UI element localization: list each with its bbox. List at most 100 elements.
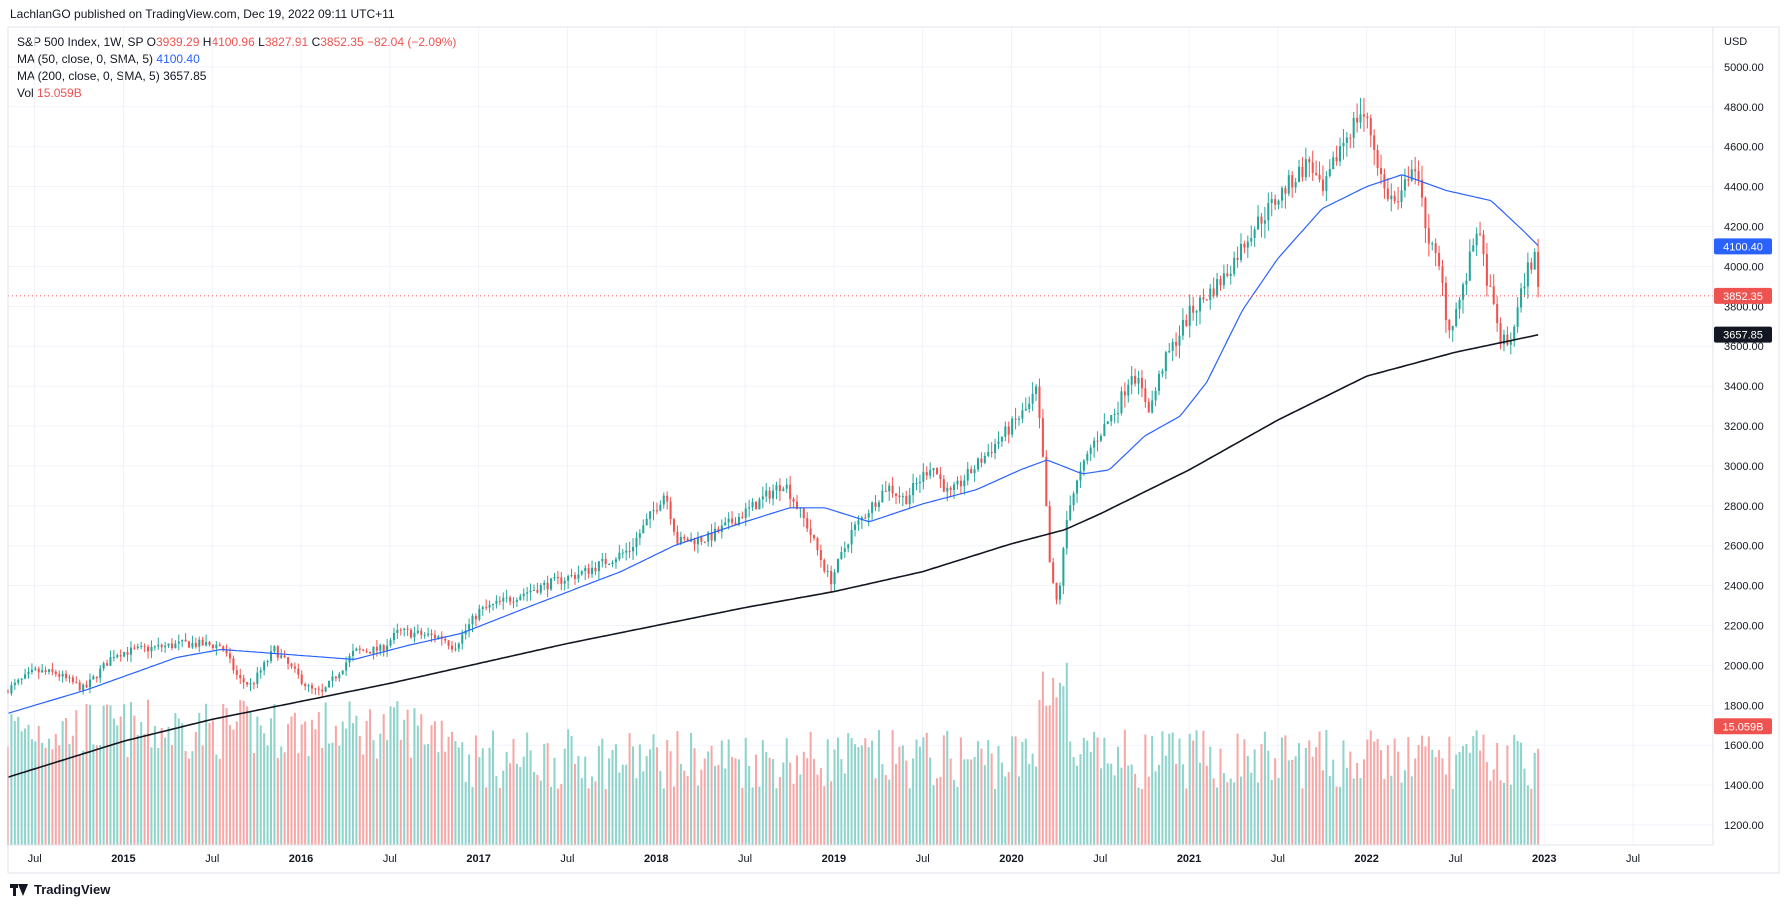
tradingview-footer[interactable]: TradingView	[10, 882, 110, 897]
volume-bar	[464, 781, 467, 845]
volume-bar	[1127, 765, 1130, 845]
candle-body	[464, 630, 467, 635]
volume-bar	[369, 709, 372, 845]
candle-body	[1390, 195, 1393, 200]
candle-body	[929, 470, 932, 476]
volume-bar	[123, 704, 126, 845]
volume-bar	[888, 779, 891, 845]
volume-bar	[713, 766, 717, 845]
volume-bar	[1106, 763, 1109, 845]
candle-body	[136, 646, 139, 649]
candle-body	[126, 652, 129, 655]
close-value: 3852.35	[320, 35, 364, 49]
candle-body	[655, 510, 658, 512]
candle-body	[1024, 408, 1027, 411]
volume-bar	[543, 743, 546, 845]
volume-bar	[106, 704, 109, 845]
candle-body	[1103, 423, 1106, 437]
candle-body	[553, 576, 556, 579]
volume-bar	[608, 758, 611, 845]
volume-bar	[594, 781, 597, 845]
volume-bar	[1229, 778, 1232, 845]
volume-legend[interactable]: Vol 15.059B	[17, 86, 82, 100]
candle-body	[1229, 273, 1232, 277]
volume-bar	[782, 762, 785, 845]
time-tick-label: 2016	[289, 853, 313, 865]
candle-body	[246, 682, 249, 685]
candle-body	[891, 485, 894, 494]
candle-body	[1383, 174, 1386, 189]
volume-bar	[51, 749, 54, 845]
volume-bar	[27, 724, 30, 845]
volume-bar	[1004, 776, 1007, 845]
ohlc-row[interactable]: S&P 500 Index, 1W, SP O3939.29 H4100.96 …	[17, 35, 457, 49]
volume-bar	[785, 738, 788, 845]
volume-bar	[754, 754, 758, 845]
candle-body	[642, 525, 645, 534]
volume-bar	[1533, 752, 1536, 845]
candle-body	[1117, 413, 1120, 415]
candle-body	[894, 493, 898, 496]
candle-body	[1151, 400, 1154, 413]
volume-bar	[1154, 771, 1157, 845]
volume-bar	[34, 741, 37, 845]
candle-body	[355, 648, 358, 651]
candle-body	[1448, 319, 1451, 331]
volume-bar	[1407, 737, 1410, 845]
volume-bar	[249, 712, 252, 845]
candle-body	[519, 596, 522, 601]
candle-body	[481, 607, 484, 610]
volume-bar	[539, 780, 542, 845]
candle-body	[88, 679, 91, 688]
volume-bar	[1144, 734, 1147, 845]
candle-body	[666, 495, 669, 502]
candle-body	[457, 643, 460, 649]
volume-bar	[710, 745, 713, 845]
volume-bar	[1420, 735, 1424, 845]
volume-bar	[112, 718, 115, 845]
volume-bar	[1038, 699, 1041, 845]
volume-bar	[573, 763, 576, 845]
price-axis: 1200.00 1400.00 1600.00 1800.00 2000.00 2200.…	[1724, 62, 1764, 832]
volume-bar	[280, 746, 283, 845]
volume-bar	[833, 749, 836, 845]
candle-body	[652, 510, 655, 512]
candle-body	[881, 490, 884, 503]
candle-body	[1140, 378, 1143, 389]
candle-body	[95, 676, 98, 679]
candle-body	[416, 630, 419, 633]
time-tick-label: Jul	[560, 853, 574, 865]
volume-bar	[1294, 756, 1297, 845]
volume-bar	[471, 786, 474, 845]
volume-bar	[1058, 682, 1061, 845]
volume-bar	[37, 725, 40, 845]
candle-body	[47, 669, 51, 672]
volume-bar	[160, 727, 163, 845]
candle-body	[1216, 279, 1219, 296]
volume-bar	[1216, 787, 1219, 845]
volume-bar	[119, 716, 122, 845]
candle-body	[150, 646, 153, 652]
ma200-line	[7, 334, 1539, 778]
candle-body	[194, 642, 197, 647]
ma50-legend[interactable]: MA (50, close, 0, SMA, 5) 4100.40	[17, 52, 200, 66]
candle-body	[1335, 157, 1338, 162]
volume-bar	[1017, 776, 1021, 845]
candle-body	[1004, 426, 1007, 437]
candle-body	[1376, 149, 1379, 169]
candle-body	[669, 501, 672, 520]
volume-bar	[201, 745, 204, 845]
volume-bar	[871, 740, 874, 845]
volume-bar	[379, 733, 382, 845]
volume-bar	[1301, 788, 1304, 845]
volume-bar	[184, 751, 187, 845]
ma200-legend[interactable]: MA (200, close, 0, SMA, 5) 3657.85	[17, 69, 207, 83]
volume-bar	[959, 737, 962, 845]
volume-bar	[276, 757, 279, 845]
price-tick-label: 4400.00	[1724, 182, 1764, 194]
volume-bar	[560, 783, 563, 845]
candle-body	[1202, 297, 1205, 300]
candle-body	[515, 600, 518, 602]
candle-body	[621, 552, 624, 554]
